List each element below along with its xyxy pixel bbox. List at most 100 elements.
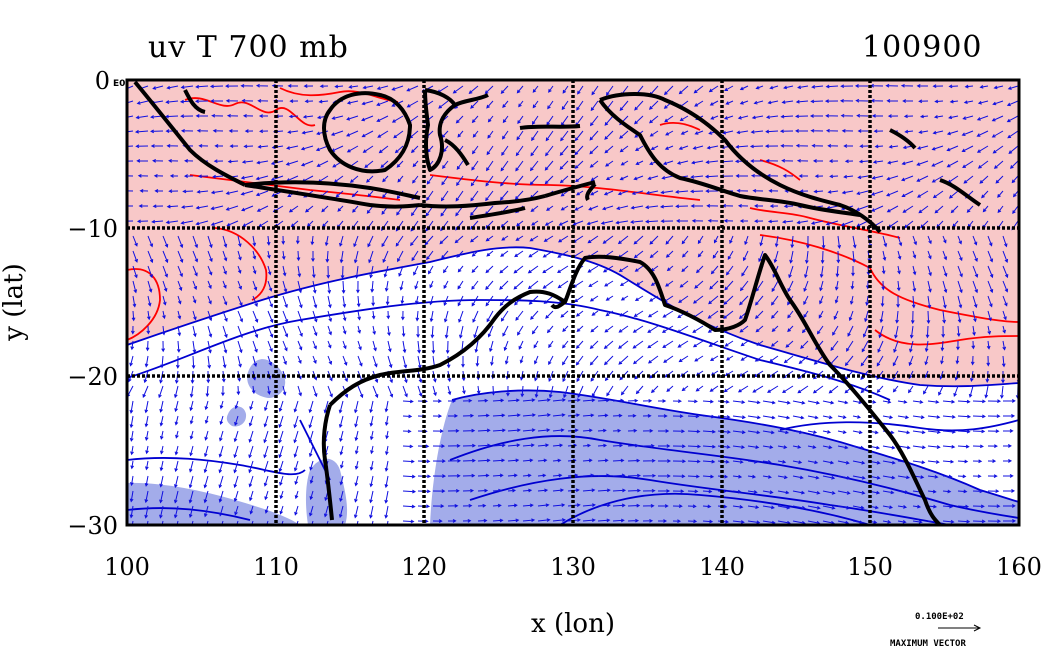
wind-vector-arrow	[192, 235, 198, 249]
wind-vector-arrow	[792, 400, 806, 405]
wind-vector-arrow	[603, 340, 614, 349]
wind-vector-arrow	[429, 295, 434, 306]
wind-vector-arrow	[942, 489, 952, 494]
wind-vector-arrow	[558, 220, 569, 226]
wind-vector-arrow	[377, 130, 389, 138]
wind-vector-arrow	[806, 235, 810, 249]
wind-vector-arrow	[927, 445, 941, 449]
wind-vector-arrow	[942, 399, 956, 404]
wind-vector-arrow	[987, 474, 998, 478]
wind-vector-arrow	[903, 114, 914, 119]
wind-vector-arrow	[912, 460, 926, 465]
wind-vector-arrow	[312, 340, 317, 350]
wind-vector-arrow	[589, 145, 599, 155]
wind-vector-arrow	[957, 265, 963, 278]
wind-vector-arrow	[946, 145, 959, 152]
wind-vector-arrow	[443, 280, 449, 289]
wind-vector-arrow	[528, 295, 539, 305]
wind-vector-arrow	[354, 460, 359, 470]
wind-vector-arrow	[334, 84, 344, 89]
wind-vector-arrow	[384, 460, 389, 472]
wind-vector-arrow	[987, 310, 992, 322]
wind-vector-arrow	[132, 265, 138, 279]
wind-vector-arrow	[302, 114, 314, 119]
wind-vector-arrow	[897, 490, 909, 494]
wind-vector-arrow	[514, 175, 524, 187]
wind-vector-arrow	[837, 430, 847, 434]
wind-vector-arrow	[311, 251, 315, 263]
wind-vector-arrow	[515, 145, 524, 157]
wind-vector-arrow	[129, 415, 134, 429]
wind-vector-arrow	[604, 325, 614, 333]
wind-vector-arrow	[961, 145, 974, 152]
wind-vector-arrow	[537, 413, 551, 417]
wind-vector-arrow	[852, 490, 866, 495]
wind-vector-arrow	[166, 204, 179, 209]
wind-vector-arrow	[827, 190, 839, 194]
wind-vector-arrow	[267, 280, 273, 292]
wind-vector-arrow	[692, 145, 704, 150]
wind-vector-arrow	[327, 325, 332, 336]
wind-vector-arrow	[147, 250, 154, 264]
wind-vector-arrow	[477, 398, 489, 403]
wind-vector-arrow	[370, 280, 375, 293]
wind-vector-arrow	[957, 414, 972, 419]
wind-vector-arrow	[429, 310, 434, 323]
wind-vector-arrow	[785, 340, 794, 348]
wind-vector-arrow	[500, 250, 509, 257]
wind-vector-arrow	[252, 295, 258, 308]
wind-vector-arrow	[287, 84, 299, 88]
wind-vector-arrow	[303, 84, 314, 88]
wind-vector-arrow	[324, 235, 329, 247]
wind-vector-arrow	[837, 235, 842, 249]
wind-vector-arrow	[476, 385, 481, 395]
wind-vector-arrow	[702, 459, 716, 464]
wind-vector-arrow	[502, 115, 509, 124]
wind-vector-arrow	[1002, 489, 1016, 493]
wind-vector-arrow	[603, 190, 614, 196]
wind-vector-arrow	[660, 190, 674, 195]
wind-vector-arrow	[415, 310, 420, 322]
wind-vector-arrow	[237, 265, 242, 274]
wind-vector-arrow	[856, 190, 869, 195]
wind-vector-arrow	[690, 189, 704, 194]
wind-vector-arrow	[312, 310, 318, 323]
wind-vector-arrow	[417, 385, 423, 397]
wind-vector-arrow	[957, 399, 971, 404]
wind-vector-arrow	[369, 490, 374, 504]
wind-vector-arrow	[1002, 265, 1009, 279]
wind-vector-arrow	[454, 235, 464, 244]
wind-vector-arrow	[740, 355, 749, 361]
wind-vector-arrow	[694, 355, 704, 362]
wind-vector-arrow	[837, 490, 851, 495]
wind-vector-arrow	[164, 114, 179, 119]
wind-vector-arrow	[886, 98, 899, 103]
wind-vector-arrow	[822, 460, 835, 465]
wind-vector-arrow	[462, 458, 476, 463]
wind-vector-arrow	[353, 250, 359, 264]
map-title: uv T 700 mb	[148, 30, 349, 65]
wind-vector-arrow	[822, 505, 836, 510]
wind-vector-arrow	[957, 504, 970, 509]
wind-vector-arrow	[137, 173, 149, 178]
wind-vector-arrow	[687, 429, 701, 434]
wind-vector-arrow	[129, 505, 134, 519]
wind-vector-arrow	[987, 399, 1002, 404]
wind-vector-arrow	[665, 250, 674, 258]
wind-vector-arrow	[514, 250, 524, 258]
wind-vector-arrow	[724, 340, 734, 347]
wind-vector-arrow	[582, 413, 595, 418]
wind-vector-arrow	[682, 250, 689, 258]
wind-vector-arrow	[814, 174, 824, 178]
wind-vector-arrow	[462, 488, 475, 493]
wind-vector-arrow	[769, 355, 779, 363]
wind-vector-arrow	[957, 519, 971, 524]
wind-vector-arrow	[858, 159, 869, 164]
wind-vector-arrow	[159, 415, 164, 427]
wind-vector-arrow	[987, 504, 1001, 509]
wind-vector-arrow	[151, 219, 164, 224]
wind-vector-arrow	[266, 235, 271, 246]
wind-vector-arrow	[901, 190, 914, 197]
wind-vector-arrow	[972, 429, 986, 434]
wind-vector-arrow	[177, 310, 182, 320]
